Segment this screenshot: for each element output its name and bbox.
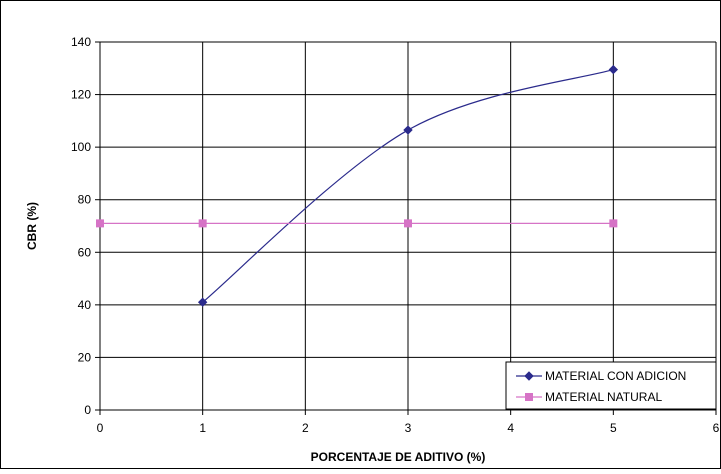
data-point [96, 219, 104, 228]
legend-label: MATERIAL CON ADICION [545, 369, 686, 383]
y-tick-label: 100 [71, 140, 91, 154]
series-group [96, 64, 619, 307]
y-tick-label: 0 [84, 403, 91, 417]
legend-swatch-marker [525, 393, 533, 401]
series-2 [96, 219, 618, 228]
x-tick-label: 4 [507, 421, 514, 435]
series-1 [197, 64, 619, 307]
legend-box [505, 361, 717, 410]
y-tick-label: 140 [71, 35, 91, 49]
y-tick-label: 80 [78, 193, 92, 207]
axes: 0 20 40 60 80 100 120 140 0 1 2 3 4 5 6 [71, 35, 720, 435]
data-point [197, 297, 208, 307]
data-point [609, 219, 618, 228]
y-tick-label: 20 [78, 350, 92, 364]
x-tick-label: 0 [97, 421, 104, 435]
y-tick-label: 40 [78, 298, 92, 312]
data-point [608, 64, 619, 75]
legend-label: MATERIAL NATURAL [545, 390, 662, 404]
data-point [403, 125, 413, 135]
y-tick-label: 60 [78, 245, 92, 259]
legend-swatch-marker [524, 371, 534, 381]
y-axis-title: CBR (%) [25, 202, 39, 250]
legend: MATERIAL CON ADICION MATERIAL NATURAL [505, 361, 717, 410]
x-tick-label: 6 [713, 421, 720, 435]
x-tick-label: 3 [405, 421, 412, 435]
x-tick-label: 2 [302, 421, 309, 435]
legend-item: MATERIAL NATURAL [516, 390, 662, 404]
x-tick-label: 1 [199, 421, 206, 435]
y-tick-label: 120 [71, 88, 91, 102]
data-point [404, 219, 412, 228]
data-point [198, 219, 207, 228]
x-tick-label: 5 [610, 421, 617, 435]
x-axis-title: PORCENTAJE DE ADITIVO (%) [311, 450, 486, 464]
legend-item: MATERIAL CON ADICION [516, 369, 686, 383]
